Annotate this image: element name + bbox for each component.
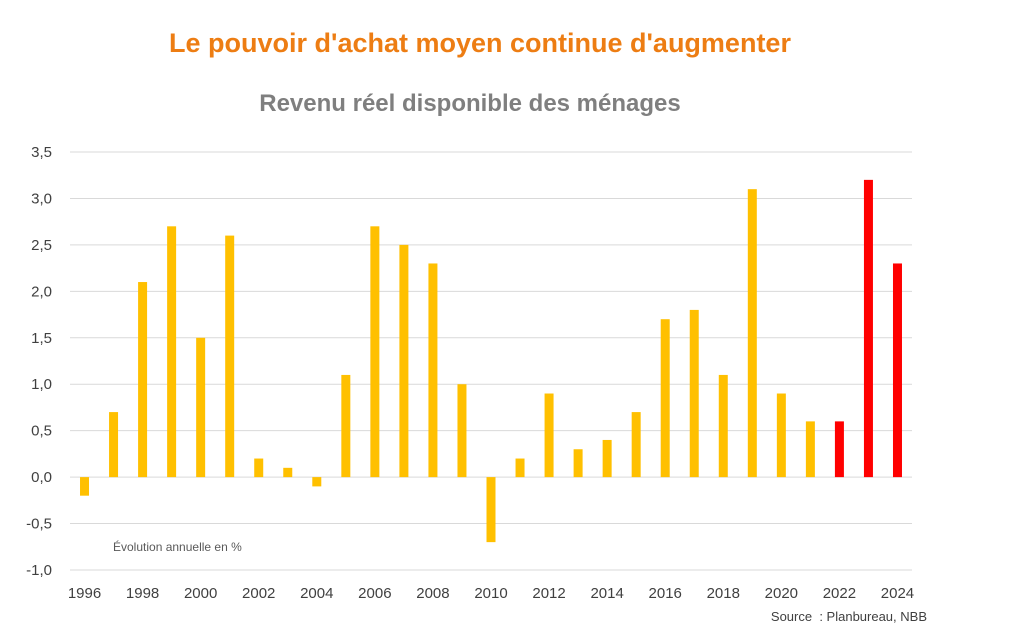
y-tick-label: 1,0 [31,376,52,393]
y-axis-ticks: -1,0 -0,5 0,0 0,5 1,0 1,5 2,0 2,5 3,0 3,5 [26,144,52,579]
bar-2023 [863,179,873,478]
bar-2012 [544,393,554,478]
bar-2005 [341,374,351,478]
x-tick-label: 2018 [707,585,740,602]
x-tick-label: 2012 [532,585,565,602]
y-tick-label: 1,5 [31,330,52,347]
x-tick-label: 2016 [649,585,682,602]
chart-title: Le pouvoir d'achat moyen continue d'augm… [169,28,791,58]
x-axis-ticks: 1996 1998 2000 2002 2004 2006 2008 2010 2012 2014… [68,585,914,602]
bar-2010 [486,477,496,543]
bar-2008 [428,263,438,478]
y-tick-label: 2,0 [31,283,52,300]
bar-2015 [631,412,641,478]
bar-2006 [370,226,380,478]
x-tick-label: 2004 [300,585,333,602]
bar-2024 [892,263,902,478]
bar-2019 [747,189,757,478]
chart-subtitle: Revenu réel disponible des ménages [259,90,681,117]
y-tick-label: 3,0 [31,190,52,207]
source-note: Source : Planbureau, NBB [770,609,927,624]
bar-2009 [457,384,467,478]
y-tick-label: 3,5 [31,144,52,161]
y-tick-label: 0,5 [31,423,52,440]
bar-1996 [80,477,90,496]
bar-2004 [312,477,322,487]
bar-2013 [573,449,583,478]
x-tick-label: 2024 [881,585,914,602]
y-tick-label: -1,0 [26,562,52,579]
bar-2017 [689,309,699,478]
bar-2001 [225,235,235,478]
x-tick-label: 2006 [358,585,391,602]
bar-2022 [834,421,844,478]
y-tick-label: 0,0 [31,469,52,486]
bar-2003 [283,467,293,478]
y-tick-label: -0,5 [26,516,52,533]
bar-2011 [515,458,525,478]
bar-1997 [109,412,119,478]
x-tick-label: 1998 [126,585,159,602]
bar-1999 [167,226,177,478]
bar-2021 [805,421,815,478]
x-tick-label: 2000 [184,585,217,602]
bar-2000 [196,337,206,478]
x-tick-label: 2002 [242,585,275,602]
x-tick-label: 2010 [474,585,507,602]
bar-2016 [660,319,670,478]
chart-annotation: Évolution annuelle en % [113,539,242,554]
x-tick-label: 1996 [68,585,101,602]
x-tick-label: 2022 [823,585,856,602]
bar-2007 [399,244,409,478]
bar-2020 [776,393,786,478]
x-tick-label: 2020 [765,585,798,602]
bar-2002 [254,458,264,478]
x-tick-label: 2014 [590,585,623,602]
bar-2018 [718,374,728,478]
bars [80,179,902,543]
x-tick-label: 2008 [416,585,449,602]
bar-2014 [602,439,612,478]
y-tick-label: 2,5 [31,237,52,254]
bar-1998 [138,282,148,478]
